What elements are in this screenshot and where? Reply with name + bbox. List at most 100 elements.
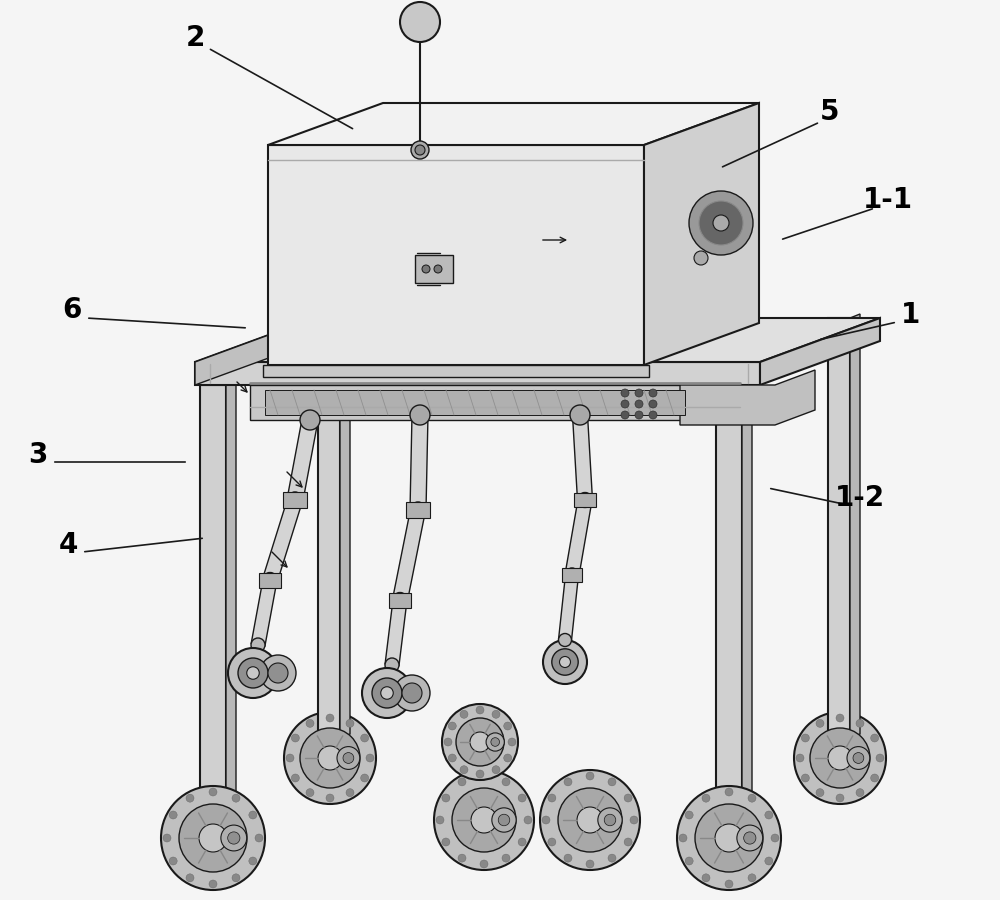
Bar	[200, 385, 226, 820]
Circle shape	[771, 834, 779, 842]
Text: 1-1: 1-1	[863, 186, 913, 214]
Circle shape	[604, 814, 616, 826]
Circle shape	[725, 788, 733, 796]
Circle shape	[853, 752, 864, 763]
Circle shape	[402, 683, 422, 703]
Circle shape	[260, 655, 296, 691]
Circle shape	[577, 807, 603, 833]
Circle shape	[318, 746, 342, 770]
Circle shape	[699, 201, 743, 245]
Polygon shape	[393, 508, 425, 601]
Circle shape	[480, 772, 488, 780]
Polygon shape	[850, 314, 860, 738]
Bar	[283, 492, 307, 508]
Circle shape	[263, 573, 277, 587]
Bar	[259, 573, 281, 588]
Polygon shape	[573, 415, 592, 500]
Circle shape	[548, 838, 556, 846]
Circle shape	[801, 774, 809, 782]
Circle shape	[630, 816, 638, 824]
Circle shape	[796, 754, 804, 762]
Circle shape	[411, 141, 429, 159]
Circle shape	[221, 825, 247, 850]
Polygon shape	[742, 381, 752, 820]
Circle shape	[163, 834, 171, 842]
Circle shape	[649, 400, 657, 408]
Circle shape	[361, 734, 369, 742]
Circle shape	[586, 860, 594, 868]
Circle shape	[337, 747, 360, 770]
Circle shape	[635, 400, 643, 408]
Circle shape	[816, 788, 824, 796]
Circle shape	[828, 746, 852, 770]
Circle shape	[566, 569, 578, 581]
Circle shape	[306, 719, 314, 727]
Circle shape	[302, 412, 318, 428]
Circle shape	[288, 492, 302, 508]
Circle shape	[199, 824, 227, 852]
Polygon shape	[195, 318, 315, 385]
Circle shape	[689, 191, 753, 255]
Circle shape	[801, 734, 809, 742]
Circle shape	[385, 658, 399, 672]
Circle shape	[228, 648, 278, 698]
Circle shape	[410, 502, 426, 518]
Circle shape	[284, 712, 376, 804]
Circle shape	[209, 788, 217, 796]
Circle shape	[744, 832, 756, 844]
Polygon shape	[226, 381, 236, 820]
Circle shape	[502, 778, 510, 786]
Circle shape	[448, 754, 456, 762]
Circle shape	[392, 592, 408, 608]
Circle shape	[565, 568, 579, 582]
Circle shape	[649, 389, 657, 397]
Circle shape	[518, 794, 526, 802]
Polygon shape	[287, 418, 318, 501]
Text: 5: 5	[820, 98, 840, 126]
Circle shape	[247, 667, 259, 680]
Circle shape	[871, 774, 879, 782]
Circle shape	[249, 811, 257, 819]
Text: 4: 4	[58, 531, 78, 559]
Circle shape	[410, 405, 430, 425]
Circle shape	[458, 854, 466, 862]
Circle shape	[608, 854, 616, 862]
Circle shape	[492, 766, 500, 774]
Circle shape	[502, 854, 510, 862]
Circle shape	[381, 687, 393, 699]
Circle shape	[737, 825, 763, 850]
Circle shape	[856, 788, 864, 796]
Text: 6: 6	[62, 296, 82, 324]
Circle shape	[856, 719, 864, 727]
Polygon shape	[263, 365, 649, 377]
Circle shape	[306, 788, 314, 796]
Circle shape	[608, 778, 616, 786]
Circle shape	[679, 834, 687, 842]
Polygon shape	[268, 145, 644, 365]
Circle shape	[161, 786, 265, 890]
Polygon shape	[385, 599, 407, 666]
Circle shape	[598, 808, 622, 833]
Circle shape	[504, 722, 512, 730]
Circle shape	[442, 704, 518, 780]
Circle shape	[713, 215, 729, 231]
Polygon shape	[265, 390, 685, 415]
Polygon shape	[250, 385, 690, 420]
Circle shape	[624, 794, 632, 802]
Circle shape	[411, 502, 426, 518]
Circle shape	[685, 857, 693, 865]
Circle shape	[748, 794, 756, 802]
Circle shape	[456, 718, 504, 766]
Bar	[828, 318, 850, 738]
Circle shape	[442, 794, 450, 802]
Circle shape	[186, 794, 194, 802]
Circle shape	[765, 811, 773, 819]
Circle shape	[540, 770, 640, 870]
Circle shape	[471, 807, 497, 833]
Text: 1: 1	[900, 301, 920, 329]
Bar	[415, 255, 453, 283]
Circle shape	[436, 816, 444, 824]
Circle shape	[300, 728, 360, 788]
Circle shape	[542, 816, 550, 824]
Circle shape	[287, 492, 303, 508]
